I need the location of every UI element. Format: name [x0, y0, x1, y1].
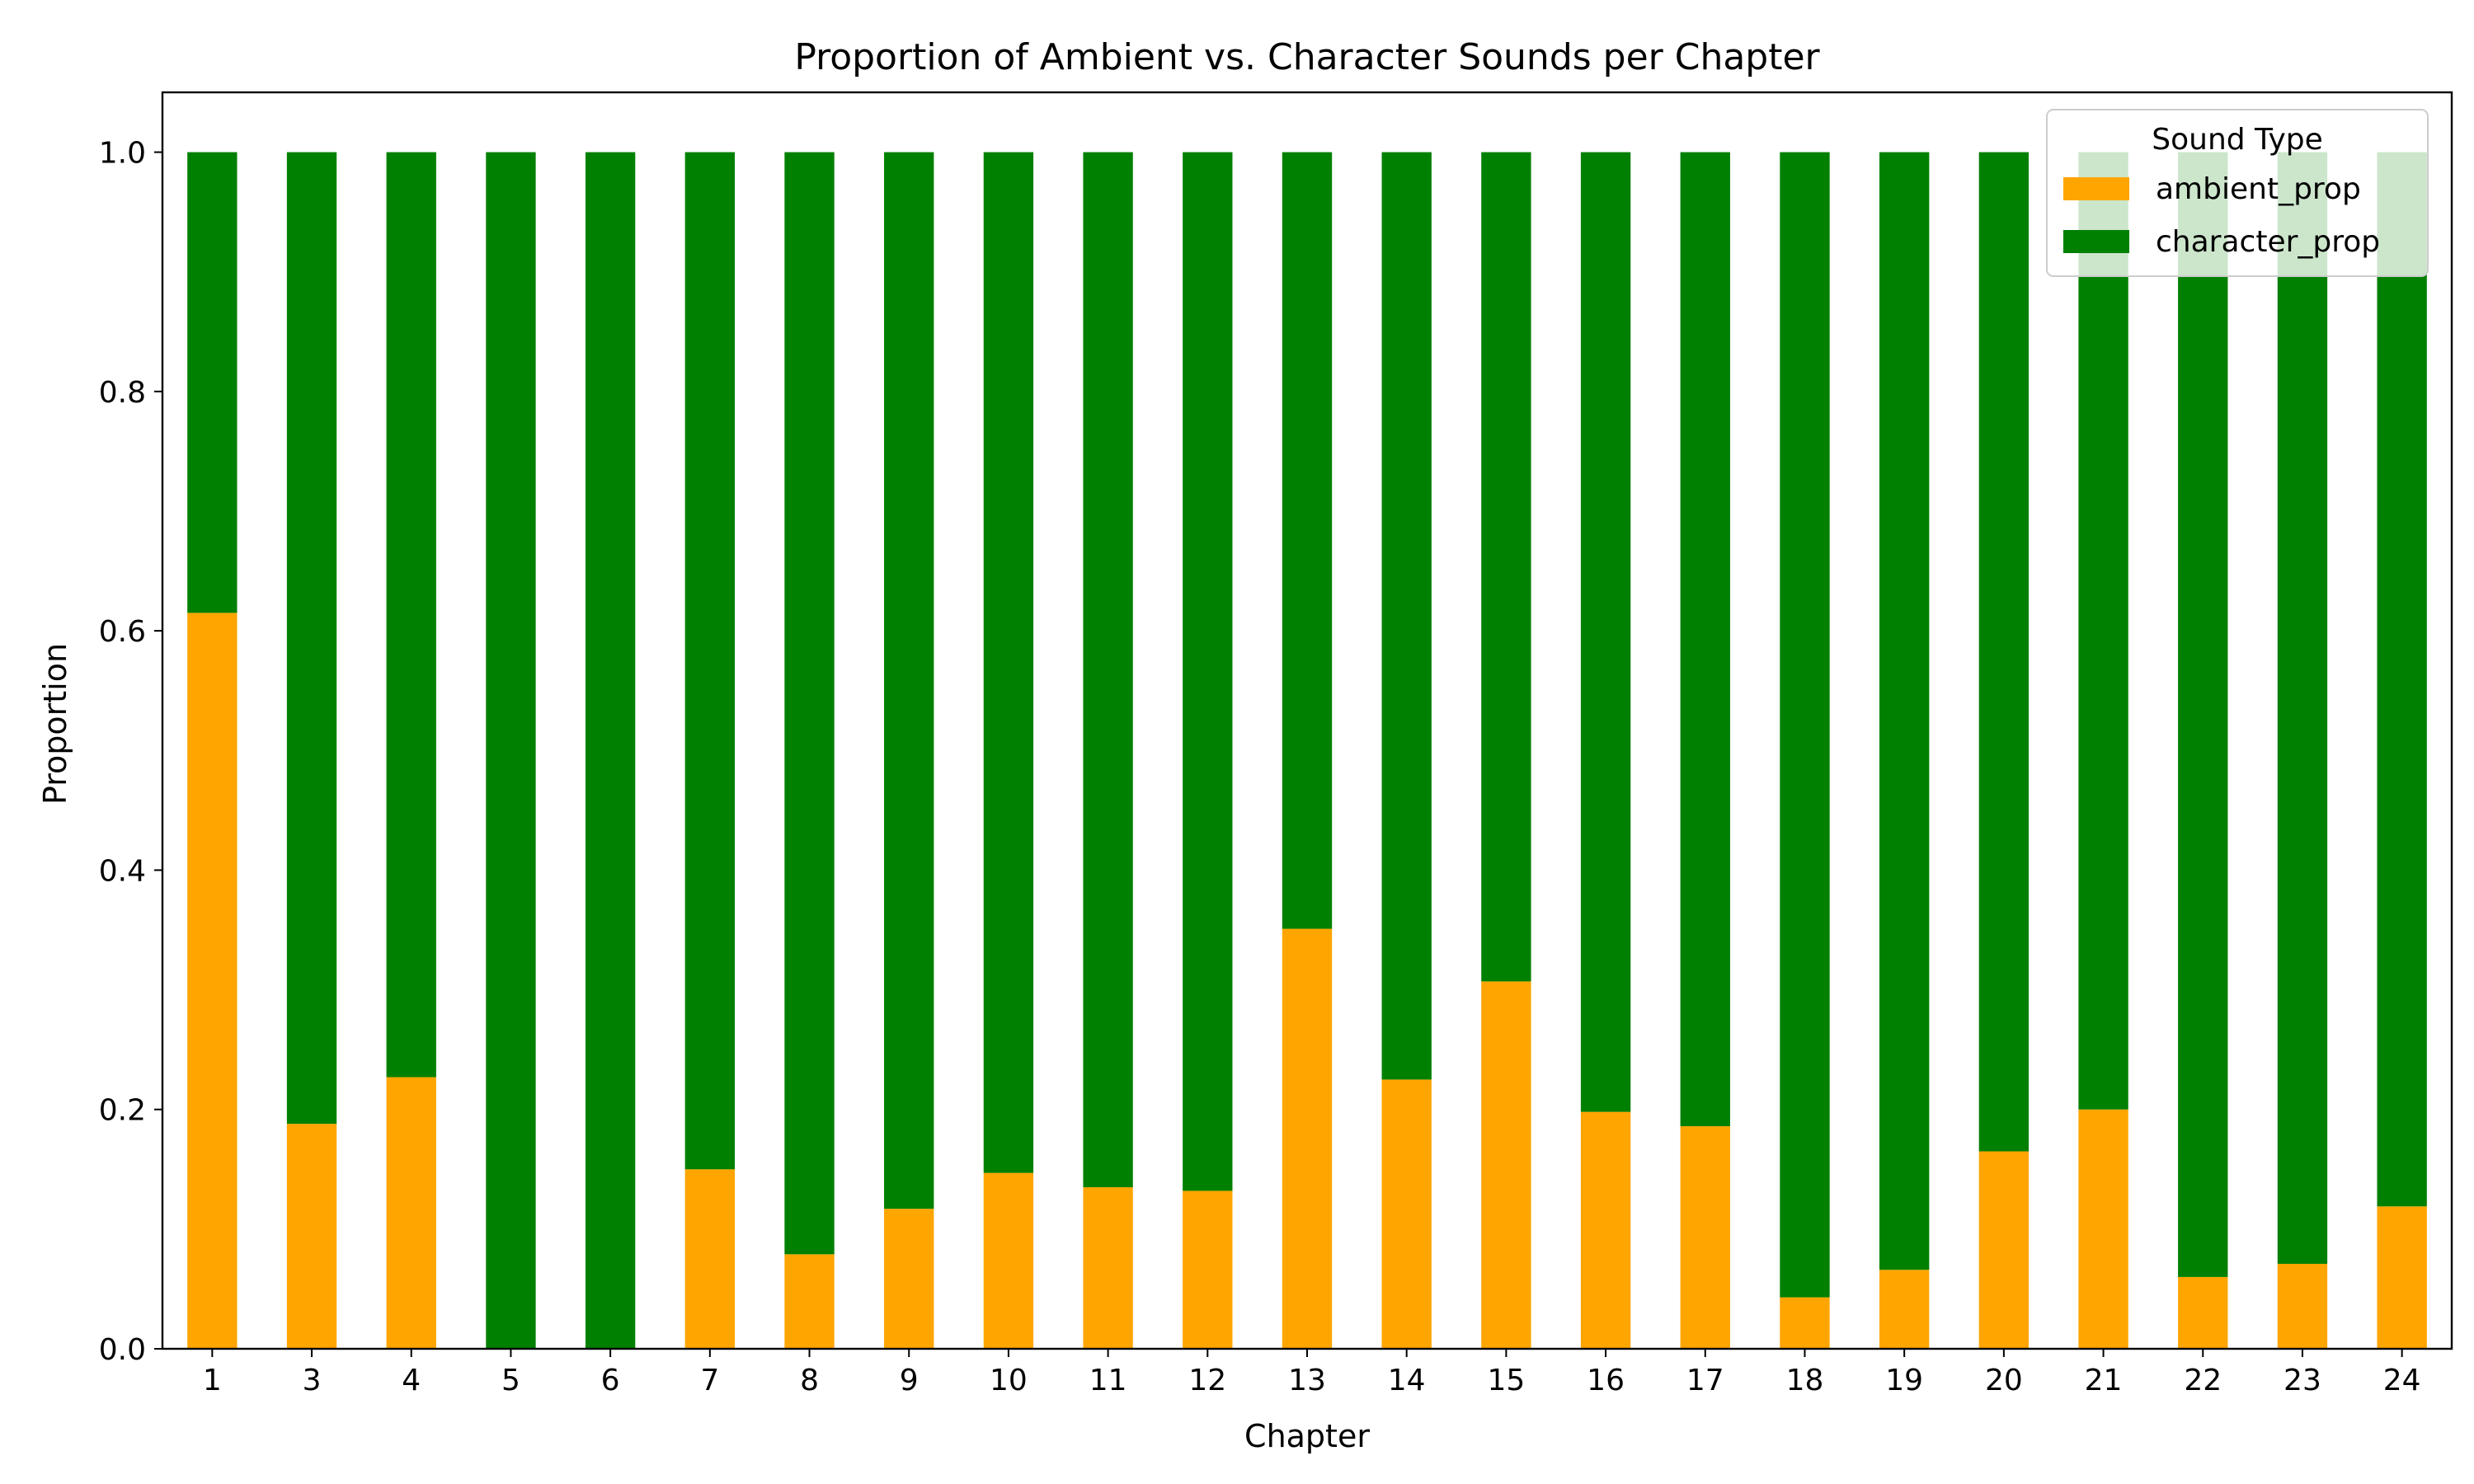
bar-ambient-prop-chapter-13 — [1282, 928, 1333, 1349]
bar-character-prop-chapter-11 — [1083, 152, 1133, 1188]
bar-character-prop-chapter-15 — [1481, 152, 1531, 982]
bar-ambient-prop-chapter-11 — [1083, 1187, 1133, 1349]
x-tick-label: 14 — [1388, 1364, 1426, 1397]
x-tick-label: 7 — [700, 1364, 719, 1397]
x-tick-label: 18 — [1786, 1364, 1824, 1397]
bar-ambient-prop-chapter-14 — [1381, 1079, 1432, 1349]
x-axis-label: Chapter — [1244, 1418, 1370, 1454]
x-tick-label: 20 — [1985, 1364, 2023, 1397]
bar-ambient-prop-chapter-8 — [784, 1254, 835, 1349]
plot-area — [161, 91, 2453, 1350]
bar-ambient-prop-chapter-12 — [1183, 1190, 1233, 1349]
x-tick-label: 4 — [402, 1364, 421, 1397]
legend: Sound Type ambient_prop character_prop — [2046, 109, 2429, 277]
bar-character-prop-chapter-5 — [486, 152, 536, 1350]
y-tick-label: 0.2 — [99, 1094, 146, 1128]
bar-ambient-prop-chapter-18 — [1780, 1297, 1830, 1349]
bar-character-prop-chapter-9 — [884, 152, 934, 1209]
y-axis-label: Proportion — [37, 643, 73, 805]
bar-character-prop-chapter-8 — [784, 152, 835, 1255]
bar-character-prop-chapter-14 — [1381, 152, 1432, 1080]
bar-character-prop-chapter-12 — [1183, 152, 1233, 1191]
x-tick-label: 10 — [990, 1364, 1028, 1397]
bar-ambient-prop-chapter-21 — [2078, 1109, 2128, 1349]
bar-character-prop-chapter-24 — [2377, 152, 2427, 1207]
bar-ambient-prop-chapter-15 — [1481, 981, 1531, 1349]
legend-swatch-ambient-prop — [2063, 177, 2129, 200]
y-tick-label: 0.4 — [99, 854, 146, 888]
x-tick-label: 11 — [1089, 1364, 1127, 1397]
legend-label-character-prop: character_prop — [2156, 225, 2380, 259]
bar-ambient-prop-chapter-23 — [2277, 1263, 2328, 1349]
x-tick-label: 17 — [1686, 1364, 1724, 1397]
bar-ambient-prop-chapter-10 — [983, 1172, 1034, 1349]
x-tick-label: 19 — [1885, 1364, 1923, 1397]
y-tick-label: 0.0 — [99, 1333, 146, 1367]
x-tick-label: 16 — [1587, 1364, 1625, 1397]
y-tick-label: 0.8 — [99, 376, 146, 410]
x-tick-label: 24 — [2383, 1364, 2421, 1397]
legend-title: Sound Type — [2152, 123, 2323, 157]
legend-swatch-character-prop — [2063, 230, 2129, 253]
bar-ambient-prop-chapter-24 — [2377, 1206, 2427, 1349]
x-tick-label: 21 — [2085, 1364, 2123, 1397]
bar-ambient-prop-chapter-7 — [684, 1169, 735, 1349]
x-axis: 1 3 4 5 6 7 8 9 10 11 12 13 14 15 16 17 18 19 20 21 22 23 24 — [203, 1349, 2421, 1397]
bar-character-prop-chapter-16 — [1580, 152, 1631, 1112]
bar-character-prop-chapter-19 — [1879, 152, 1930, 1270]
x-tick-label: 9 — [900, 1364, 919, 1397]
x-tick-label: 13 — [1288, 1364, 1326, 1397]
y-axis: 0.0 0.2 0.4 0.6 0.8 1.0 — [99, 137, 162, 1367]
x-tick-label: 8 — [800, 1364, 819, 1397]
bar-character-prop-chapter-4 — [386, 152, 436, 1078]
bar-ambient-prop-chapter-16 — [1580, 1111, 1631, 1349]
bar-character-prop-chapter-3 — [286, 152, 337, 1125]
x-tick-label: 3 — [303, 1364, 322, 1397]
y-tick-label: 1.0 — [99, 137, 146, 171]
bar-ambient-prop-chapter-22 — [2178, 1276, 2228, 1349]
x-tick-label: 6 — [601, 1364, 620, 1397]
bar-character-prop-chapter-13 — [1282, 152, 1333, 929]
y-tick-label: 0.6 — [99, 615, 146, 649]
bar-character-prop-chapter-10 — [983, 152, 1034, 1173]
bar-ambient-prop-chapter-4 — [386, 1077, 436, 1349]
bar-character-prop-chapter-6 — [585, 152, 636, 1350]
bar-ambient-prop-chapter-9 — [884, 1209, 934, 1349]
x-tick-label: 5 — [501, 1364, 520, 1397]
chart-title: Proportion of Ambient vs. Character Soun… — [794, 36, 1820, 78]
x-tick-label: 15 — [1487, 1364, 1525, 1397]
bar-character-prop-chapter-22 — [2178, 152, 2228, 1277]
bar-character-prop-chapter-7 — [684, 152, 735, 1170]
legend-label-ambient-prop: ambient_prop — [2156, 172, 2361, 206]
bar-ambient-prop-chapter-19 — [1879, 1270, 1930, 1349]
legend-box — [2046, 109, 2429, 277]
bar-character-prop-chapter-18 — [1780, 152, 1830, 1298]
bar-ambient-prop-chapter-3 — [286, 1124, 337, 1349]
bar-ambient-prop-chapter-17 — [1680, 1126, 1730, 1349]
bar-character-prop-chapter-17 — [1680, 152, 1730, 1127]
bar-character-prop-chapter-20 — [1978, 152, 2030, 1152]
x-tick-label: 1 — [203, 1364, 222, 1397]
bar-ambient-prop-chapter-20 — [1978, 1151, 2030, 1349]
bar-character-prop-chapter-1 — [187, 152, 238, 613]
bar-ambient-prop-chapter-1 — [187, 613, 238, 1349]
bar-character-prop-chapter-21 — [2078, 152, 2128, 1110]
x-tick-label: 23 — [2284, 1364, 2321, 1397]
bar-character-prop-chapter-23 — [2277, 152, 2328, 1264]
x-tick-label: 22 — [2184, 1364, 2222, 1397]
x-tick-label: 12 — [1188, 1364, 1226, 1397]
